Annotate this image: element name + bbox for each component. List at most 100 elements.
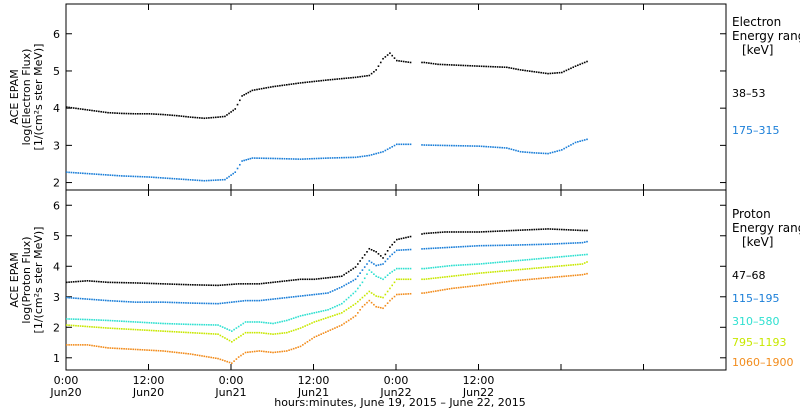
electron-point-1-11-3 [306, 158, 309, 160]
proton-point-2-27-10 [570, 255, 572, 257]
proton-point-4-24-10 [446, 288, 449, 290]
proton-point-1-22-5 [407, 248, 410, 251]
electron-point-0-27-7 [453, 64, 455, 66]
proton-point-1-0-3 [72, 297, 75, 299]
proton-point-2-28-1 [583, 253, 586, 256]
proton-point-0-3-6 [148, 282, 151, 285]
electron-point-1-12-11 [352, 156, 355, 159]
proton-point-1-13-0 [313, 293, 316, 296]
proton-point-2-11-4 [295, 316, 297, 319]
proton-point-3-14-3 [334, 314, 336, 316]
proton-point-0-11-4 [308, 278, 311, 281]
proton-point-2-10-0 [272, 322, 274, 325]
proton-point-3-27-12 [574, 263, 577, 266]
proton-point-0-27-5 [558, 228, 561, 231]
proton-point-4-21-0 [382, 307, 384, 310]
electron-point-1-21-5 [531, 151, 533, 154]
proton-point-2-27-12 [574, 254, 577, 257]
electron-point-1-14-3 [375, 152, 377, 155]
proton-point-0-25-10 [501, 230, 504, 232]
electron-point-0-29-0 [506, 66, 508, 69]
proton-point-4-10-2 [263, 350, 265, 353]
proton-point-0-6-3 [224, 284, 226, 286]
proton-point-2-4-5 [173, 323, 176, 325]
electron-point-1-3-3 [155, 176, 157, 179]
proton-point-0-4-10 [185, 283, 187, 286]
proton-point-0-24-12 [471, 231, 474, 233]
proton-point-2-28-2 [586, 253, 588, 256]
proton-legend-series-2: 115–195 [732, 292, 780, 305]
proton-point-1-3-8 [153, 301, 155, 303]
electron-point-1-1-3 [100, 173, 102, 176]
proton-point-3-19-1 [377, 295, 380, 298]
proton-point-2-21-2 [393, 269, 396, 271]
electron-point-0-30-4 [528, 70, 531, 72]
electron-point-1-15-5 [393, 144, 396, 147]
proton-point-2-6-0 [217, 324, 219, 326]
electron-point-1-9-3 [258, 157, 261, 159]
proton-point-2-2-0 [107, 319, 109, 322]
proton-point-0-22-5 [421, 233, 423, 235]
proton-point-2-0-5 [77, 318, 80, 321]
proton-point-1-3-6 [148, 301, 151, 303]
electron-point-1-25-1 [577, 141, 579, 143]
proton-point-3-7-5 [242, 333, 245, 335]
proton-ylabel-line-2: log(Proton Flux) [20, 236, 33, 323]
proton-point-2-22-4 [405, 267, 407, 270]
proton-point-4-2-6 [121, 347, 123, 350]
proton-point-0-3-2 [139, 282, 141, 284]
proton-point-3-8-3 [251, 331, 254, 334]
electron-point-1-22-5 [544, 152, 547, 155]
proton-point-4-25-2 [455, 287, 458, 289]
electron-point-1-4-7 [192, 179, 194, 181]
xtick-label-time-3: 12:00 [298, 374, 330, 387]
electron-point-0-9-3 [196, 116, 199, 119]
proton-point-0-27-11 [572, 229, 575, 231]
electron-point-1-16-2 [400, 143, 403, 146]
proton-point-4-5-7 [205, 355, 208, 358]
proton-point-0-24-9 [464, 231, 467, 233]
electron-point-0-26-5 [434, 63, 437, 65]
proton-point-0-14-4 [350, 269, 352, 271]
electron-point-0-11-0 [217, 116, 219, 118]
electron-point-0-16-0 [272, 85, 274, 88]
proton-point-0-24-10 [467, 231, 469, 233]
electron-point-1-3-4 [157, 176, 160, 179]
proton-point-1-5-6 [203, 302, 206, 305]
proton-point-4-26-0 [478, 284, 481, 287]
proton-point-4-25-11 [476, 284, 478, 287]
proton-point-4-24-4 [432, 290, 435, 293]
proton-point-4-28-7 [563, 275, 565, 278]
proton-point-2-27-3 [554, 256, 556, 259]
proton-point-3-3-1 [137, 328, 139, 331]
proton-ylabel-line-1: ACE EPAM [8, 252, 21, 307]
proton-point-3-15-1 [343, 310, 345, 313]
proton-point-2-18-2 [373, 273, 375, 275]
proton-point-4-13-0 [299, 345, 302, 348]
proton-legend-title-1: Proton [732, 207, 771, 221]
proton-point-2-8-1 [247, 321, 249, 323]
electron-point-1-2-6 [134, 175, 137, 178]
proton-point-2-24-7 [467, 263, 469, 266]
proton-point-1-8-1 [247, 299, 249, 302]
proton-point-3-1-6 [100, 326, 102, 329]
electron-point-1-2-10 [143, 176, 146, 178]
proton-point-1-23-2 [428, 247, 430, 250]
proton-point-2-27-8 [565, 255, 568, 258]
electron-point-0-31-3 [554, 72, 556, 74]
proton-point-2-2-4 [116, 320, 119, 322]
electron-point-0-0-4 [75, 107, 77, 110]
electron-point-1-13-3 [361, 155, 364, 158]
proton-point-1-2-5 [118, 300, 121, 303]
proton-point-0-27-0 [547, 228, 549, 230]
electron-point-0-31-2 [551, 72, 554, 75]
electron-point-0-15-2 [256, 88, 258, 91]
proton-point-4-0-6 [79, 344, 82, 346]
proton-point-0-2-0 [107, 281, 109, 284]
electron-point-0-27-17 [476, 65, 478, 67]
proton-point-2-27-4 [556, 256, 559, 258]
electron-point-0-28-6 [492, 65, 494, 68]
proton-point-4-28-9 [567, 275, 570, 277]
electron-point-1-22-1 [535, 152, 538, 154]
electron-point-0-10-2 [208, 117, 210, 119]
